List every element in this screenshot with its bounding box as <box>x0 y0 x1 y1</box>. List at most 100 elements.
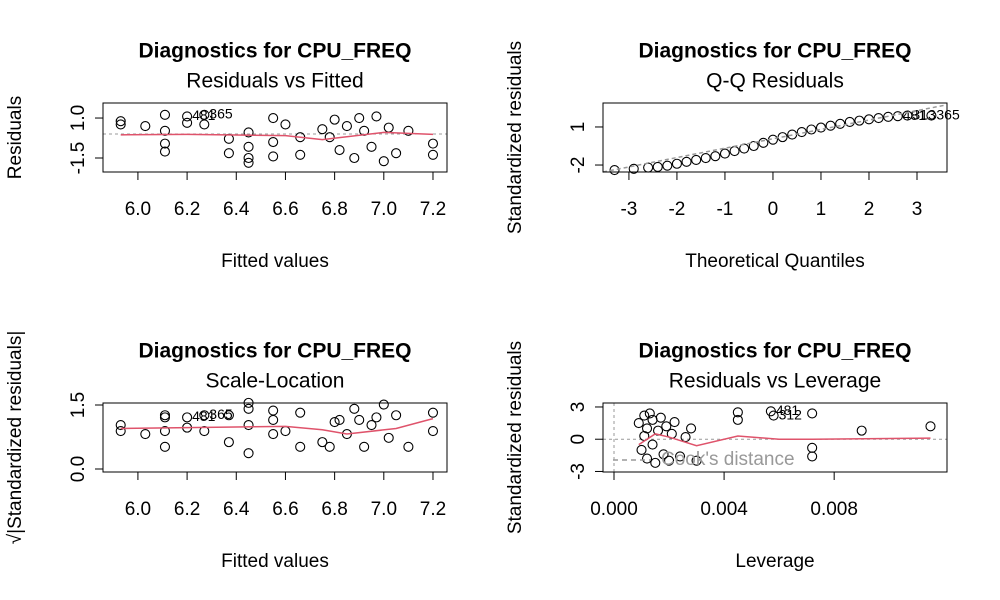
point <box>633 418 644 429</box>
plot-frame <box>602 102 948 173</box>
point <box>159 412 171 423</box>
point <box>835 118 846 129</box>
x-tick-label: -2 <box>668 199 685 220</box>
point <box>329 114 340 125</box>
x-tick-label: 6.8 <box>321 199 347 220</box>
point <box>366 420 377 431</box>
point <box>691 154 702 166</box>
x-axis-label: Fitted values <box>221 551 329 572</box>
point-label: 313 <box>912 106 936 122</box>
point <box>825 120 836 131</box>
point <box>378 399 389 410</box>
point <box>926 110 937 121</box>
x-tick-label: 7.0 <box>371 199 397 220</box>
point <box>354 112 365 124</box>
point <box>807 451 818 462</box>
point <box>268 414 279 425</box>
point <box>268 151 279 162</box>
point <box>427 425 439 437</box>
point <box>159 425 171 437</box>
y-tick-label: 0.0 <box>68 456 89 482</box>
x-tick-label: 0 <box>768 199 779 220</box>
point <box>115 119 126 130</box>
panel-title: Diagnostics for CPU_FREQ <box>138 40 411 63</box>
point <box>182 117 193 128</box>
point-label: 481 <box>776 402 800 418</box>
point <box>768 410 779 421</box>
point <box>710 151 721 162</box>
point <box>655 412 666 423</box>
y-axis-label: Residuals <box>5 96 26 179</box>
point <box>140 428 151 440</box>
point <box>243 403 254 414</box>
x-tick-label: 6.2 <box>174 199 200 220</box>
point <box>641 423 653 434</box>
point <box>628 163 639 174</box>
point <box>807 408 818 419</box>
y-tick-label: 1 <box>568 122 589 133</box>
x-tick-label: 6.6 <box>272 199 298 220</box>
point <box>644 408 655 419</box>
y-axis-label: √|Standardized residuals| <box>5 331 26 545</box>
point <box>675 451 686 462</box>
point <box>732 407 743 418</box>
smooth-line <box>638 433 931 447</box>
point <box>796 126 807 138</box>
y-tick-label: -3 <box>568 463 589 480</box>
point <box>223 148 234 159</box>
point <box>663 455 675 466</box>
point <box>669 416 680 428</box>
panel-subtitle: Residuals vs Fitted <box>186 70 363 93</box>
point <box>159 109 171 120</box>
x-tick-label: 7.2 <box>420 199 446 220</box>
point-label: 365 <box>936 106 960 122</box>
point <box>115 425 126 437</box>
x-tick-label: 6.0 <box>125 199 151 220</box>
point <box>681 156 692 167</box>
point <box>223 437 234 448</box>
point <box>199 109 210 120</box>
point <box>243 157 254 168</box>
point <box>391 410 402 421</box>
x-tick-label: 0.008 <box>810 499 858 520</box>
x-axis-label: Leverage <box>735 551 814 572</box>
point <box>854 115 865 126</box>
point <box>680 432 691 443</box>
point <box>295 441 306 452</box>
x-tick-label: 0.004 <box>700 499 748 520</box>
panel-subtitle: Scale-Location <box>206 370 345 393</box>
point <box>159 410 171 421</box>
point <box>427 407 439 418</box>
point-label: 365 <box>209 406 233 422</box>
y-tick-label: 1.5 <box>68 392 89 418</box>
point <box>280 119 291 130</box>
point <box>159 146 171 157</box>
x-axis-label: Fitted values <box>221 251 329 272</box>
x-tick-label: -3 <box>620 199 637 220</box>
x-tick-label: 6.6 <box>272 499 298 520</box>
point <box>324 132 335 143</box>
point <box>807 442 818 453</box>
smooth-line <box>120 417 434 435</box>
point <box>243 152 254 164</box>
point <box>652 161 663 172</box>
point <box>359 441 370 452</box>
point <box>856 425 867 436</box>
point <box>883 111 894 122</box>
x-tick-label: 6.0 <box>125 499 151 520</box>
point <box>140 120 151 132</box>
point <box>329 417 340 428</box>
x-tick-label: 6.4 <box>223 499 250 520</box>
y-tick-label: -2 <box>568 157 589 174</box>
point <box>199 119 210 130</box>
point <box>671 158 682 169</box>
point <box>748 140 759 152</box>
point <box>268 112 279 124</box>
point <box>354 414 365 425</box>
point <box>341 120 352 132</box>
point <box>115 420 126 431</box>
point <box>371 111 382 122</box>
point <box>334 144 345 156</box>
point <box>758 137 769 148</box>
